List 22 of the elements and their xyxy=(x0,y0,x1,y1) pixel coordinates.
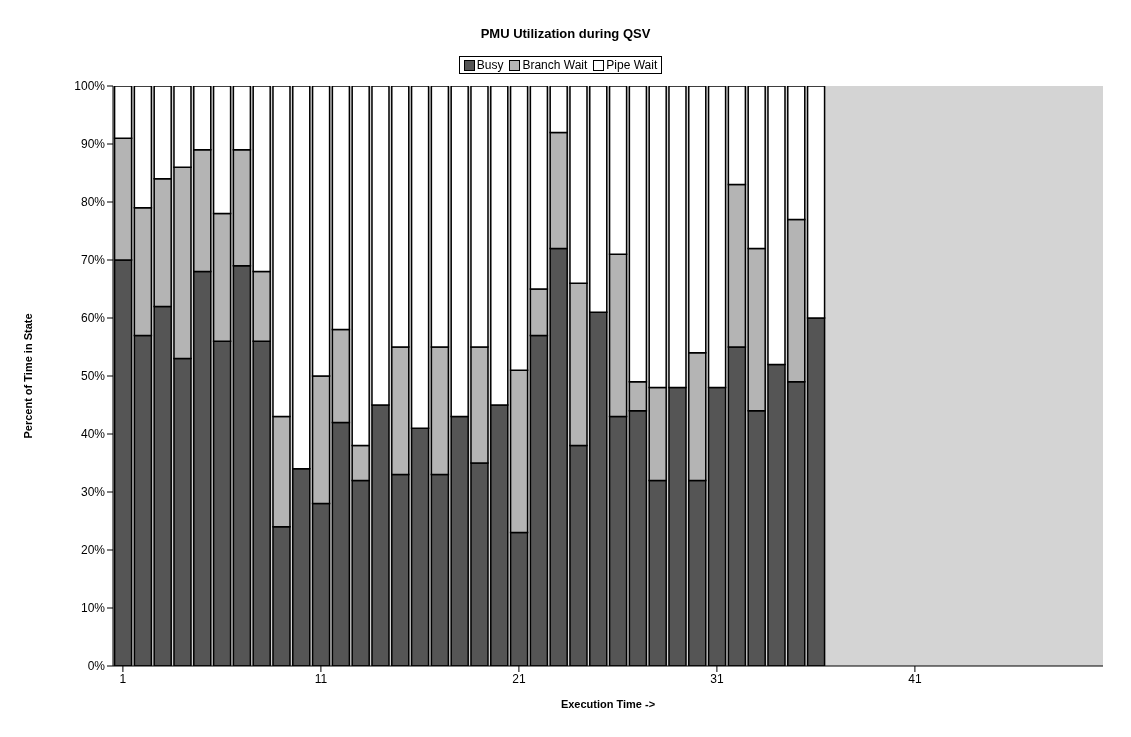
y-tick-label: 40% xyxy=(80,427,106,442)
y-tick-label: 50% xyxy=(80,369,106,384)
y-tick-label: 0% xyxy=(87,659,106,674)
x-tick-label: 41 xyxy=(908,671,922,686)
y-tick-label: 20% xyxy=(80,543,106,558)
y-tick-label: 80% xyxy=(80,195,106,210)
x-tick-label: 21 xyxy=(512,671,526,686)
x-tick-label: 31 xyxy=(710,671,724,686)
y-axis-title: Percent of Time in State xyxy=(21,313,34,439)
chart-title: PMU Utilization during QSV xyxy=(479,26,652,43)
x-tick-label: 11 xyxy=(314,671,328,686)
x-tick-label: 1 xyxy=(119,671,127,686)
y-tick-label: 70% xyxy=(80,253,106,268)
legend-label: Pipe Wait xyxy=(605,58,658,72)
legend-label: Branch Wait xyxy=(521,58,588,72)
x-axis-title: Execution Time -> xyxy=(560,698,656,710)
y-tick-label: 90% xyxy=(80,137,106,152)
legend-label: Busy xyxy=(475,58,504,72)
y-tick-label: 60% xyxy=(80,311,106,326)
y-tick-label: 30% xyxy=(80,485,106,500)
y-tick-label: 10% xyxy=(80,601,106,616)
y-tick-label: 100% xyxy=(74,79,106,94)
